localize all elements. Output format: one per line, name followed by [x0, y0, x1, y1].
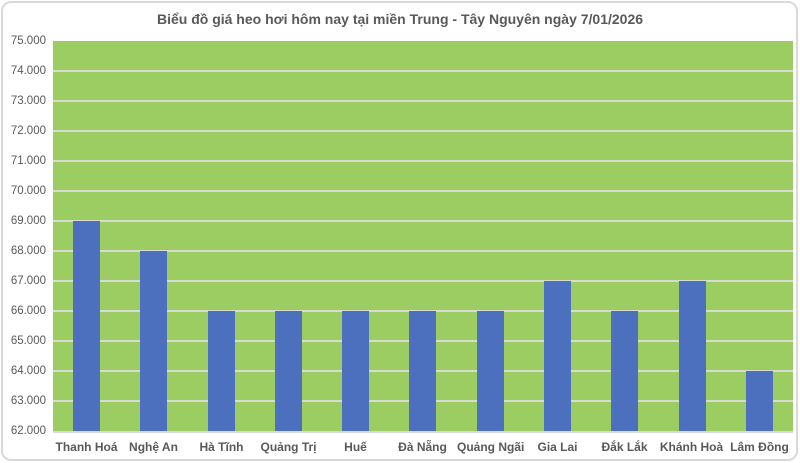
y-axis-label: 72.000	[10, 125, 46, 137]
bar	[73, 221, 100, 431]
y-axis-label: 69.000	[10, 215, 46, 227]
y-axis-label: 68.000	[10, 245, 46, 257]
gridline	[53, 130, 793, 132]
x-axis-label: Gia Lai	[537, 440, 578, 454]
chart-title: Biểu đồ giá heo hơi hôm nay tại miền Tru…	[156, 11, 644, 27]
y-axis-label: 62.000	[10, 425, 46, 437]
bar	[140, 251, 167, 431]
bar	[679, 281, 706, 431]
y-axis-label: 71.000	[10, 155, 46, 167]
x-axis-label: Lâm Đồng	[730, 440, 789, 454]
bar	[746, 371, 773, 431]
y-axis-label: 67.000	[10, 275, 46, 287]
bar	[611, 311, 638, 431]
gridline	[53, 280, 793, 282]
y-axis-label: 74.000	[10, 65, 46, 77]
gridline	[53, 160, 793, 162]
plot-area	[53, 41, 793, 433]
x-axis-label: Đà Nẵng	[398, 440, 447, 454]
y-axis-label: 63.000	[10, 395, 46, 407]
y-axis-label: 64.000	[10, 365, 46, 377]
y-axis-label: 73.000	[10, 95, 46, 107]
x-axis-label: Khánh Hoà	[659, 440, 724, 454]
bar	[409, 311, 436, 431]
gridline	[53, 100, 793, 102]
x-axis-label: Thanh Hoá	[55, 440, 118, 454]
bar	[544, 281, 571, 431]
x-axis-label: Huế	[344, 440, 367, 454]
x-axis-label: Quảng Trị	[260, 440, 317, 454]
y-axis-label: 75.000	[10, 35, 46, 47]
y-axis-label: 66.000	[10, 305, 46, 317]
gridline	[53, 70, 793, 72]
x-axis-label: Hà Tĩnh	[199, 440, 244, 454]
y-axis-label: 65.000	[10, 335, 46, 347]
bar	[208, 311, 235, 431]
bar	[342, 311, 369, 431]
bar	[275, 311, 302, 431]
x-axis-label: Đắk Lắk	[601, 440, 648, 454]
x-axis-label: Quảng Ngãi	[457, 440, 525, 454]
gridline	[53, 190, 793, 192]
gridline	[53, 220, 793, 222]
gridline	[53, 250, 793, 252]
x-axis-label: Nghệ An	[129, 440, 178, 454]
y-axis-label: 70.000	[10, 185, 46, 197]
bar	[477, 311, 504, 431]
